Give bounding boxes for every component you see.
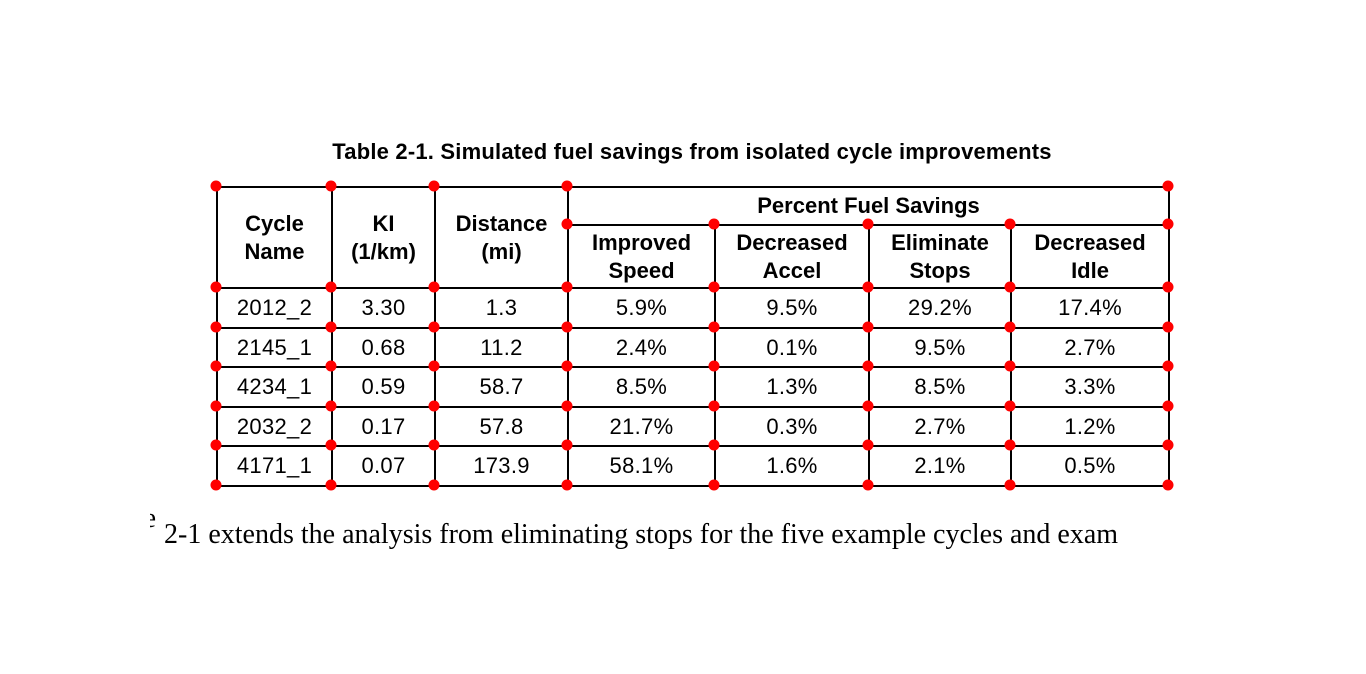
cell-distance: 11.2 [434,327,569,368]
cell-decreased-idle: 2.7% [1009,327,1171,368]
table-row: 2012_2 3.30 1.3 5.9% 9.5% 29.2% 17.4% [216,287,1171,329]
cell-distance: 57.8 [434,406,569,447]
body-text: 2-1 extends the analysis from eliminatin… [164,519,1119,550]
cell-ki: 3.30 [331,287,436,329]
cell-eliminate-stops: 8.5% [868,366,1012,408]
col-header-cycle-name: Cycle Name [216,186,333,289]
cell-cycle-name: 2032_2 [216,406,333,447]
cell-eliminate-stops: 2.7% [868,406,1012,447]
table-header-row-1: Cycle Name KI (1/km) Distance (mi) Perce… [216,186,1171,289]
cell-ki: 0.68 [331,327,436,368]
table-row: 4171_1 0.07 173.9 58.1% 1.6% 2.1% 0.5% [216,445,1171,487]
cell-improved-speed: 58.1% [567,445,716,487]
col-header-eliminate-stops: Eliminate Stops [868,224,1012,289]
cell-distance: 1.3 [434,287,569,329]
col-header-improved-speed: Improved Speed [567,224,716,289]
cell-cycle-name: 2145_1 [216,327,333,368]
cell-decreased-accel: 1.3% [714,366,870,408]
table-row: 2032_2 0.17 57.8 21.7% 0.3% 2.7% 1.2% [216,406,1171,447]
body-text-line: e 2-1 extends the analysis from eliminati… [150,511,1118,557]
cell-ki: 0.17 [331,406,436,447]
cell-decreased-idle: 1.2% [1009,406,1171,447]
cell-decreased-accel: 9.5% [714,287,870,329]
cell-cycle-name: 2012_2 [216,287,333,329]
cell-decreased-accel: 1.6% [714,445,870,487]
col-header-distance: Distance (mi) [434,186,569,289]
cell-distance: 173.9 [434,445,569,487]
cell-cycle-name: 4234_1 [216,366,333,408]
col-header-ki: KI (1/km) [331,186,436,289]
table-header-row-2: Improved Speed Decreased Accel Eliminate… [217,224,1171,289]
col-header-decreased-idle: Decreased Idle [1009,224,1171,289]
col-group-header-percent-fuel-savings: Percent Fuel Savings [566,186,1171,226]
cell-eliminate-stops: 9.5% [868,327,1012,368]
cell-improved-speed: 21.7% [567,406,716,447]
table-row: 2145_1 0.68 11.2 2.4% 0.1% 9.5% 2.7% [216,327,1171,368]
cell-decreased-idle: 0.5% [1009,445,1171,487]
fuel-savings-table: Cycle Name KI (1/km) Distance (mi) Perce… [216,186,1171,487]
cell-ki: 0.59 [331,366,436,408]
cell-improved-speed: 2.4% [567,327,716,368]
cell-eliminate-stops: 2.1% [868,445,1012,487]
cell-improved-speed: 8.5% [567,366,716,408]
cell-decreased-idle: 17.4% [1009,287,1171,329]
cell-ki: 0.07 [331,445,436,487]
cell-distance: 58.7 [434,366,569,408]
cell-decreased-idle: 3.3% [1009,366,1171,408]
table-row: 4234_1 0.59 58.7 8.5% 1.3% 8.5% 3.3% [216,366,1171,408]
col-header-decreased-accel: Decreased Accel [714,224,870,289]
clipped-character-fragment: e [150,511,156,543]
cell-decreased-accel: 0.1% [714,327,870,368]
cell-cycle-name: 4171_1 [216,445,333,487]
cell-eliminate-stops: 29.2% [868,287,1012,329]
cell-improved-speed: 5.9% [567,287,716,329]
table-caption: Table 2-1. Simulated fuel savings from i… [332,139,1052,164]
cell-decreased-accel: 0.3% [714,406,870,447]
